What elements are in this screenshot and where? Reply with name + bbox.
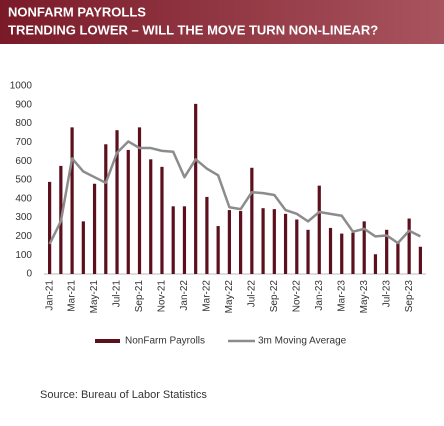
x-tick-label: Mar-21 (67, 280, 78, 312)
x-tick-label: Sep-23 (404, 280, 415, 313)
y-tick-label: 200 (15, 231, 32, 242)
bar (104, 144, 108, 274)
bar (385, 229, 389, 274)
y-tick-label: 700 (15, 137, 32, 148)
x-tick-label: Mar-23 (336, 280, 347, 312)
bar (396, 242, 400, 274)
bar (70, 127, 74, 274)
bar (227, 210, 231, 274)
bar (48, 181, 52, 274)
bar (272, 209, 276, 274)
x-tick-label: Mar-22 (202, 280, 213, 312)
bar (115, 130, 119, 274)
legend-label: NonFarm Payrolls (125, 336, 205, 347)
bar (250, 167, 254, 274)
bar (283, 213, 288, 274)
y-tick-label: 100 (15, 250, 32, 261)
x-tick-label: Nov-22 (291, 280, 302, 313)
y-tick-label: 1000 (10, 81, 33, 92)
bar (340, 233, 344, 274)
x-tick-label: May-23 (359, 280, 370, 314)
y-tick-label: 600 (15, 156, 32, 167)
x-tick-label: Jan-22 (179, 280, 190, 311)
x-tick-label: Jul-23 (381, 280, 392, 308)
moving-average-line (48, 140, 421, 245)
bar (126, 149, 130, 274)
bar (261, 208, 265, 274)
bar (239, 211, 243, 274)
bar (160, 166, 164, 274)
bar (328, 227, 333, 274)
legend-swatch (95, 339, 120, 343)
bar (194, 103, 198, 274)
x-tick-label: Jul-21 (112, 280, 123, 308)
bar (306, 229, 310, 274)
x-tick-label: Sep-22 (269, 280, 280, 313)
y-tick-label: 300 (15, 212, 32, 223)
bar (418, 246, 422, 274)
bar (171, 206, 175, 274)
bar (373, 254, 378, 274)
chart-title: NONFARM PAYROLLS (8, 4, 146, 19)
bar (351, 232, 355, 274)
bar (317, 185, 321, 274)
bar (149, 159, 153, 274)
source: Source: Bureau of Labor Statistics (40, 389, 207, 401)
banner (0, 0, 444, 44)
bar (216, 226, 220, 274)
bar (137, 127, 142, 274)
x-tick-label: Jan-23 (314, 280, 325, 311)
bar (81, 221, 85, 274)
y-tick-label: 500 (15, 175, 32, 186)
x-tick-label: Sep-21 (134, 280, 145, 313)
x-tick-label: Jul-22 (246, 280, 257, 308)
y-tick-label: 800 (15, 118, 32, 129)
chart-subtitle: TRENDING LOWER – WILL THE MOVE TURN NON-… (8, 22, 378, 37)
x-tick-label: May-22 (224, 280, 235, 314)
bar (407, 218, 411, 274)
bar (362, 221, 366, 274)
bar (92, 183, 97, 274)
y-tick-label: 900 (15, 99, 32, 110)
x-tick-label: Jan-21 (44, 280, 55, 311)
bar (295, 219, 299, 274)
bar (205, 196, 209, 274)
y-tick-label: 400 (15, 193, 32, 204)
x-tick-label: Nov-21 (157, 280, 168, 313)
x-tick-label: May-21 (89, 280, 100, 314)
y-tick-label: 0 (26, 269, 32, 280)
bar (182, 206, 187, 274)
legend-label: 3m Moving Average (258, 336, 347, 347)
